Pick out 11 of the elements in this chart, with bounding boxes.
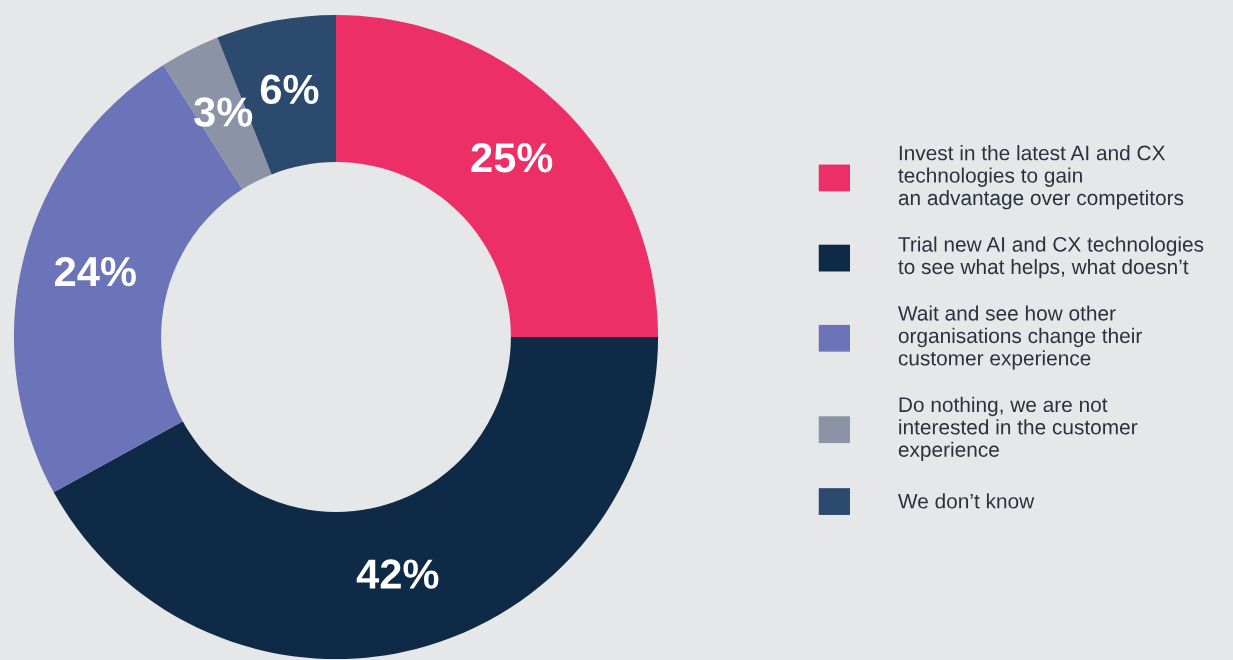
data-label: 6% xyxy=(260,74,319,105)
data-label: 25% xyxy=(471,142,553,173)
donut-slice xyxy=(53,337,659,659)
data-label: 42% xyxy=(356,559,439,589)
data-label: 24% xyxy=(55,256,136,287)
legend-label: We don’t know xyxy=(898,493,1035,509)
legend-label: Do nothing, we are not interested in the customer experience xyxy=(898,396,1138,462)
legend-label: Invest in the latest AI and CX technologies to gain an advantage over competitors xyxy=(898,145,1184,210)
legend-label: Trial new AI and CX technologies to see what helps, what doesn’t xyxy=(898,236,1204,279)
legend-label: Wait and see how other organisations change their customer experience xyxy=(898,305,1142,370)
donut-slice xyxy=(336,14,659,337)
